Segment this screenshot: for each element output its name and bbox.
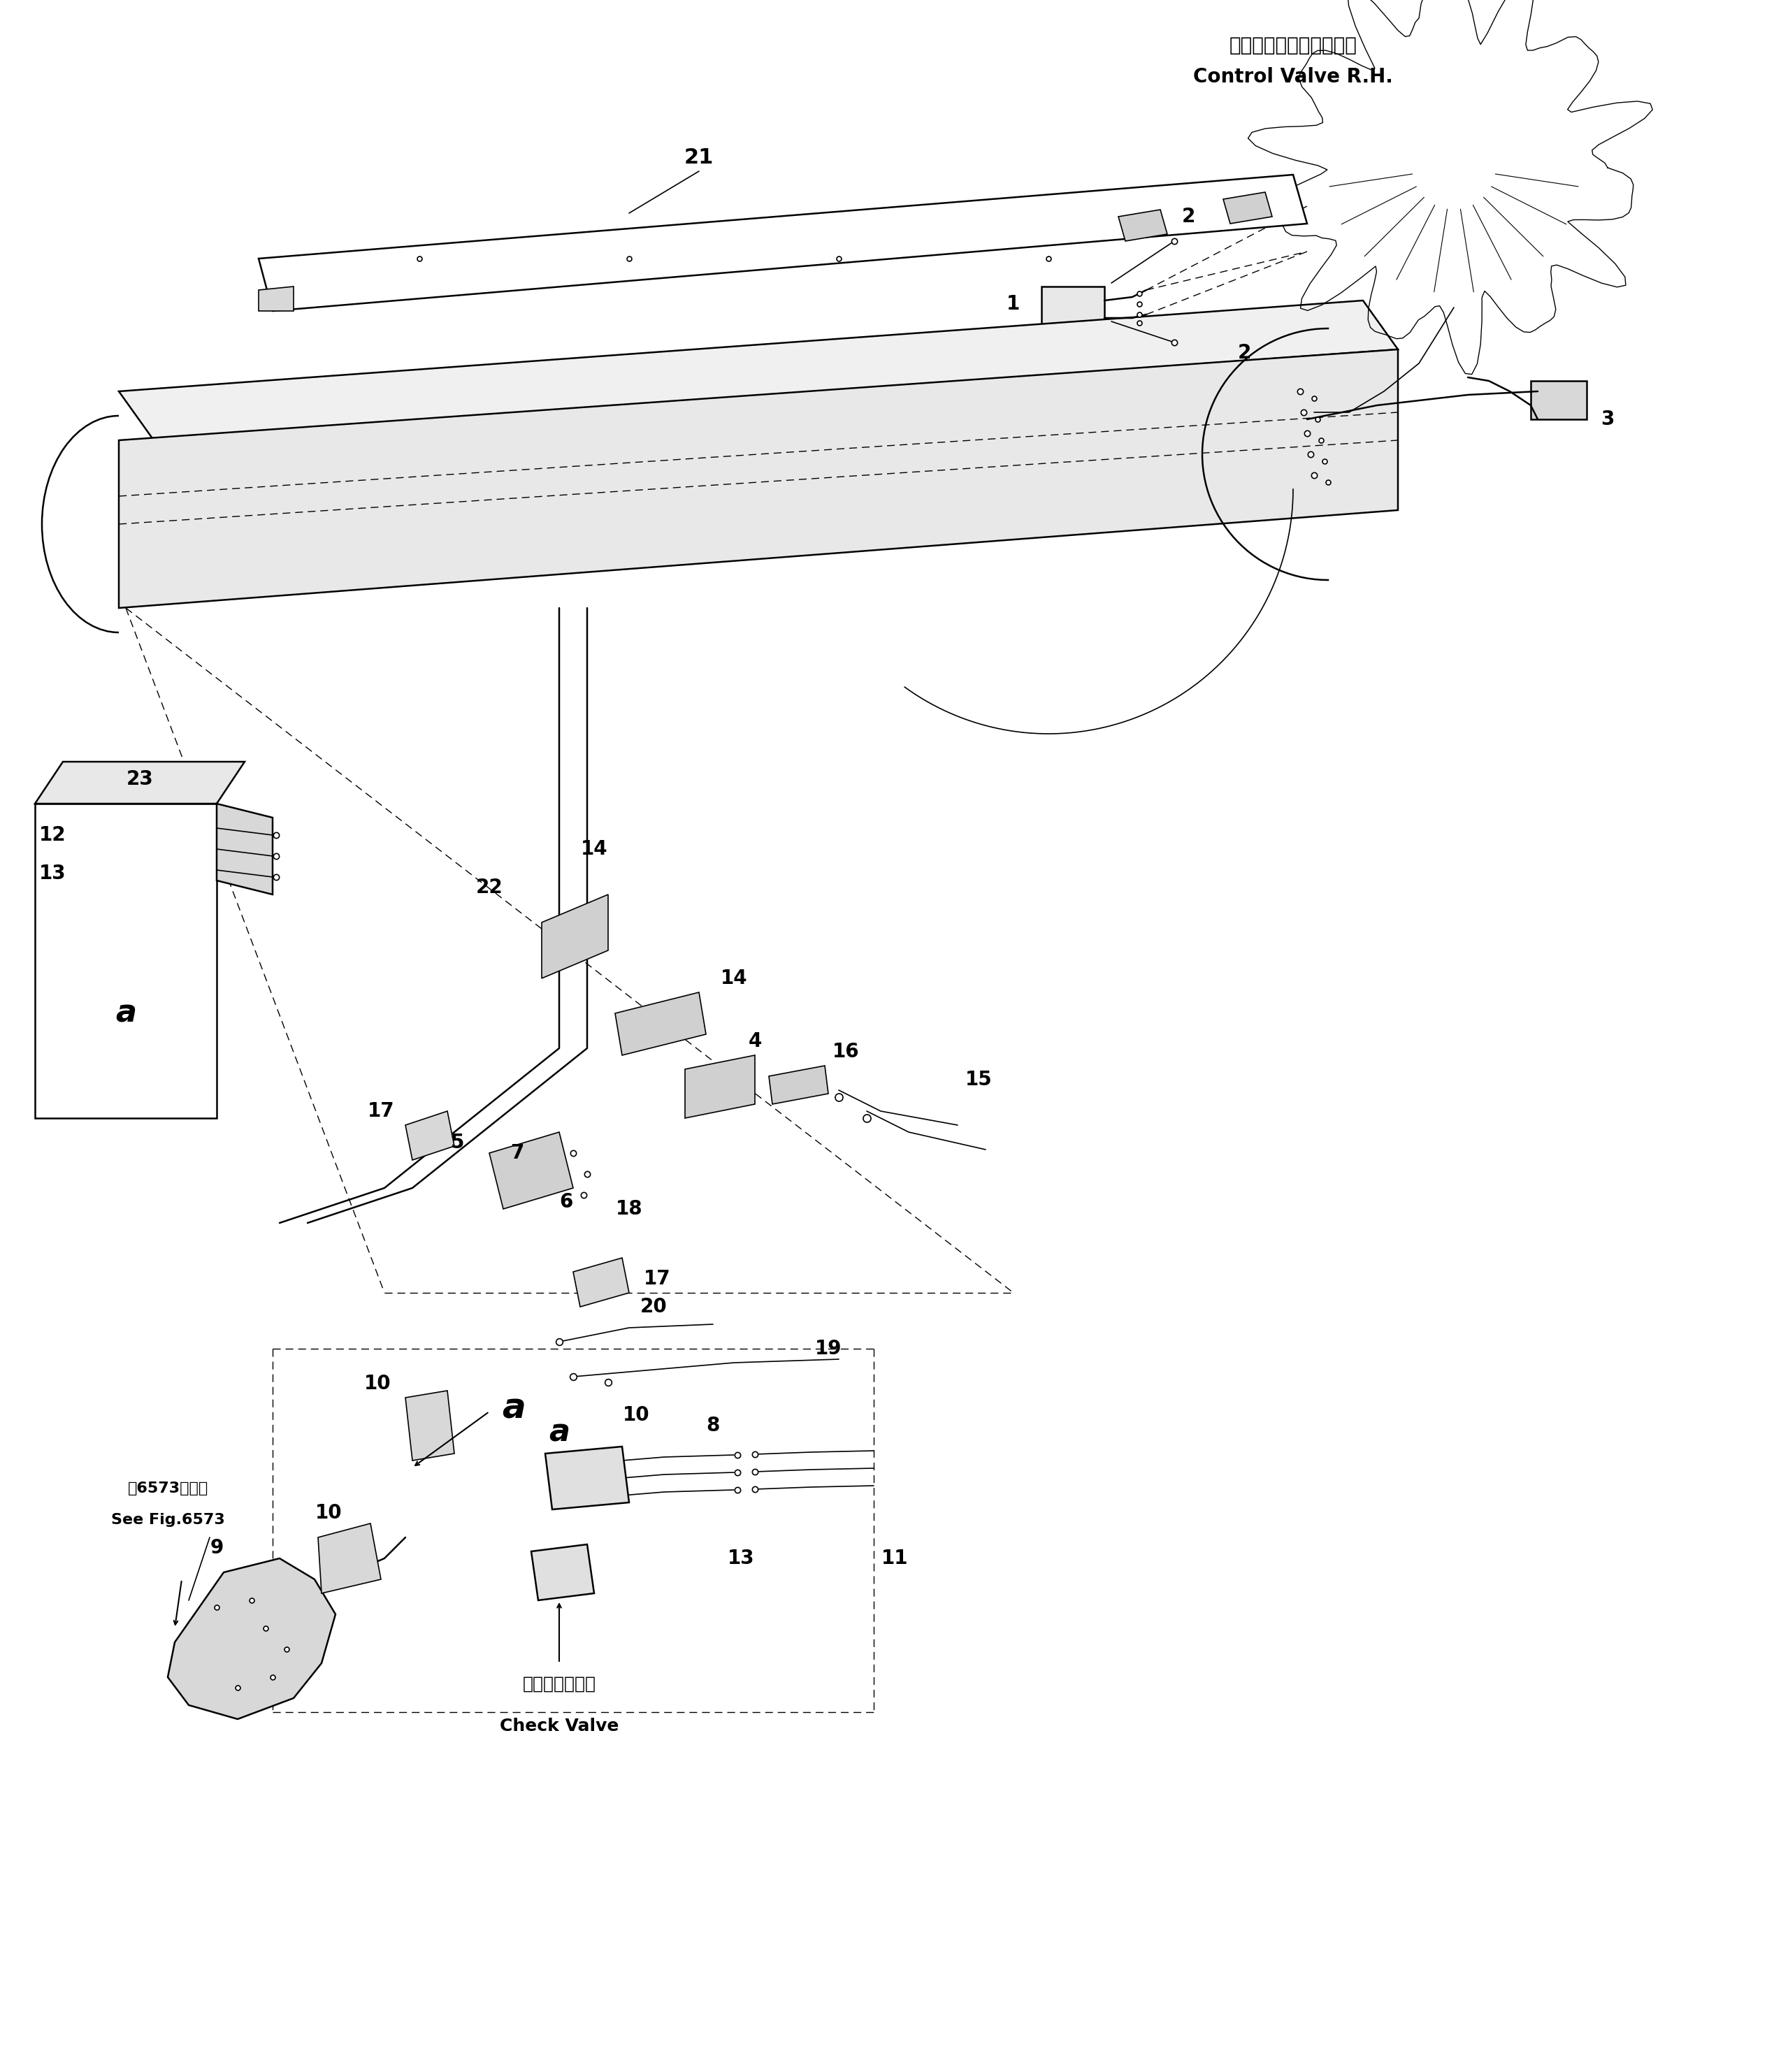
Polygon shape [546, 1446, 629, 1508]
Text: 10: 10 [315, 1502, 343, 1523]
Polygon shape [1223, 193, 1272, 224]
Polygon shape [168, 1558, 336, 1720]
Text: 20: 20 [640, 1297, 668, 1316]
Text: コントロールバルブ右側: コントロールバルブ右側 [1230, 35, 1357, 56]
Text: Control Valve R.H.: Control Valve R.H. [1193, 66, 1392, 87]
Polygon shape [1119, 209, 1168, 240]
Text: 12: 12 [39, 825, 65, 845]
Polygon shape [542, 895, 608, 978]
Text: 3: 3 [1601, 410, 1615, 429]
Text: 13: 13 [728, 1548, 755, 1569]
Polygon shape [118, 350, 1398, 607]
Polygon shape [1041, 286, 1104, 329]
Text: 14: 14 [721, 968, 747, 988]
Text: 2: 2 [1182, 207, 1194, 226]
Text: 7: 7 [511, 1144, 525, 1162]
Polygon shape [532, 1544, 594, 1600]
Polygon shape [318, 1523, 382, 1593]
Polygon shape [489, 1131, 573, 1208]
Text: 10: 10 [364, 1374, 391, 1394]
Polygon shape [405, 1390, 454, 1461]
Text: 第6573図参照: 第6573図参照 [127, 1481, 209, 1496]
Text: 19: 19 [815, 1339, 841, 1359]
Polygon shape [615, 992, 707, 1055]
Text: 13: 13 [39, 864, 65, 883]
Polygon shape [1530, 381, 1587, 419]
Polygon shape [118, 300, 1398, 439]
Polygon shape [573, 1258, 629, 1307]
Text: 17: 17 [368, 1102, 394, 1121]
Text: 23: 23 [125, 769, 154, 789]
Polygon shape [769, 1065, 829, 1104]
Text: 15: 15 [965, 1069, 991, 1090]
Text: 5: 5 [451, 1133, 465, 1152]
Text: 4: 4 [747, 1032, 762, 1051]
Text: 17: 17 [643, 1268, 670, 1289]
Text: a: a [115, 999, 136, 1028]
Polygon shape [258, 174, 1308, 311]
Text: a: a [550, 1417, 569, 1448]
Text: 14: 14 [581, 839, 608, 860]
Polygon shape [258, 286, 293, 311]
Text: 18: 18 [615, 1200, 643, 1218]
Polygon shape [686, 1055, 755, 1119]
Text: 16: 16 [832, 1042, 859, 1061]
Polygon shape [35, 804, 217, 1119]
Text: Check Valve: Check Valve [500, 1718, 618, 1734]
Text: 6: 6 [560, 1191, 573, 1212]
Polygon shape [35, 762, 244, 804]
Polygon shape [405, 1111, 454, 1160]
Text: See Fig.6573: See Fig.6573 [111, 1513, 224, 1527]
Polygon shape [217, 804, 272, 895]
Text: 9: 9 [210, 1537, 223, 1558]
Text: 1: 1 [1007, 294, 1020, 313]
Text: 8: 8 [707, 1415, 719, 1436]
Text: 11: 11 [882, 1548, 908, 1569]
Text: 22: 22 [475, 879, 504, 897]
Text: 21: 21 [684, 147, 714, 168]
Text: 2: 2 [1237, 344, 1251, 363]
Text: チェックバルブ: チェックバルブ [523, 1676, 595, 1693]
Text: a: a [502, 1392, 525, 1426]
Text: 10: 10 [622, 1405, 650, 1426]
